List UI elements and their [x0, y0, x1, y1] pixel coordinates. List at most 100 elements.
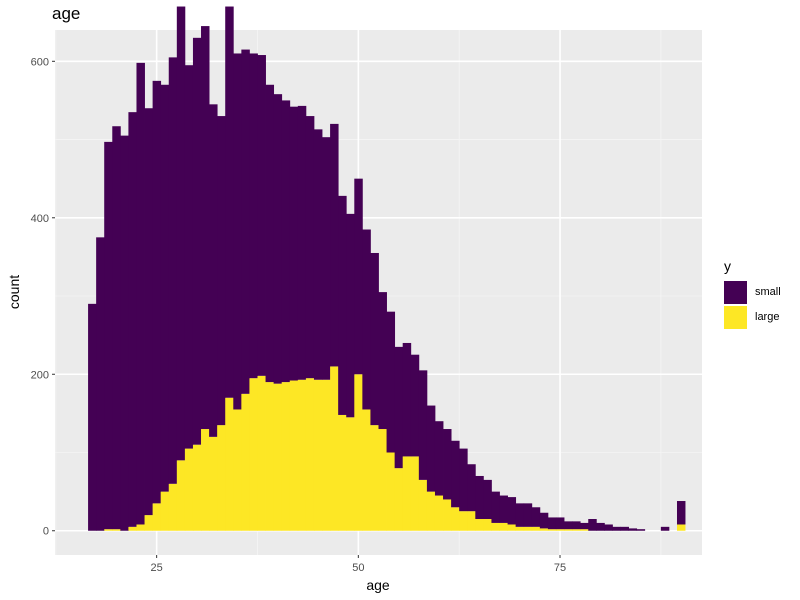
bar-large: [362, 409, 371, 531]
bar-small: [120, 135, 129, 531]
bar-small: [354, 178, 363, 375]
bar-small: [281, 100, 291, 383]
bar-small: [192, 37, 202, 445]
bar-small: [313, 129, 323, 380]
legend-swatch-large: [724, 305, 747, 329]
bar-small: [305, 116, 315, 379]
y-tick-label: 200: [31, 369, 49, 381]
bar-small: [136, 62, 145, 525]
bar-small: [418, 370, 428, 480]
bar-large: [386, 452, 396, 531]
bar-small: [507, 497, 517, 525]
bar-large: [370, 425, 379, 531]
legend-label-small: small: [755, 286, 781, 298]
bar-small: [257, 55, 266, 376]
bar-large: [225, 397, 234, 531]
bar-large: [410, 456, 420, 531]
bar-large: [338, 414, 347, 531]
bar-large: [572, 529, 581, 531]
bar-large: [346, 417, 355, 531]
bar-small: [451, 440, 460, 508]
bar-large: [499, 522, 508, 531]
bar-large: [418, 479, 428, 531]
bar-small: [547, 517, 557, 530]
bar-large: [289, 380, 299, 531]
bar-small: [523, 503, 533, 527]
bar-large: [104, 529, 113, 531]
bars-layer: [88, 6, 686, 531]
bar-small: [531, 507, 541, 527]
bar-small: [580, 522, 589, 530]
bar-large: [233, 409, 242, 531]
legend-swatch-small: [724, 280, 747, 304]
bar-small: [467, 464, 476, 512]
bar-small: [112, 126, 121, 530]
bar-large: [434, 495, 444, 531]
bar-small: [491, 491, 500, 523]
bar-large: [160, 491, 170, 531]
x-axis: 25 50 75: [151, 555, 566, 574]
y-tick-label: 0: [43, 526, 49, 538]
bar-large: [531, 526, 541, 531]
bar-small: [515, 503, 525, 527]
bar-large: [281, 382, 291, 531]
bar-large: [467, 511, 476, 531]
bar-small: [160, 84, 170, 492]
bar-large: [144, 515, 154, 531]
bar-large: [249, 378, 258, 531]
bar-small: [370, 252, 379, 426]
legend-item-small: small: [724, 280, 781, 304]
bar-small: [201, 26, 210, 430]
bar-small: [572, 521, 581, 530]
bar-small: [273, 94, 283, 384]
bar-small: [426, 405, 436, 492]
bar-small: [443, 429, 452, 500]
bar-small: [499, 495, 508, 523]
bar-small: [555, 517, 565, 530]
bar-large: [426, 491, 436, 531]
bar-small: [88, 303, 97, 531]
bar-small: [96, 237, 105, 531]
bar-large: [378, 429, 387, 531]
bar-small: [322, 137, 331, 380]
bar-large: [112, 529, 121, 531]
bar-large: [539, 528, 549, 531]
bar-small: [152, 80, 162, 504]
bar-large: [676, 524, 686, 531]
bar-small: [628, 528, 638, 531]
bar-large: [257, 375, 266, 531]
bar-large: [515, 526, 525, 531]
bar-small: [184, 65, 194, 449]
bar-small: [564, 521, 573, 530]
bar-large: [564, 529, 573, 531]
bar-large: [168, 483, 178, 531]
bar-large: [192, 444, 202, 531]
bar-small: [209, 104, 218, 437]
legend-title: y: [724, 258, 731, 274]
bar-large: [483, 519, 492, 531]
bar-small: [330, 123, 339, 367]
bar-large: [322, 379, 331, 531]
bar-large: [580, 529, 589, 531]
bar-small: [434, 421, 444, 496]
bar-large: [128, 526, 137, 531]
bar-small: [249, 53, 258, 379]
x-tick-label: 50: [352, 562, 364, 574]
bar-small: [483, 479, 492, 520]
chart-title: age: [52, 4, 81, 23]
bar-small: [265, 84, 275, 383]
bar-large: [313, 379, 323, 531]
bar-large: [241, 393, 250, 531]
bar-small: [297, 105, 307, 380]
legend-label-large: large: [755, 311, 780, 323]
bar-large: [217, 425, 226, 531]
bar-large: [273, 383, 283, 531]
legend-item-large: large: [724, 305, 781, 329]
bar-large: [459, 511, 468, 531]
bar-large: [354, 374, 363, 531]
bar-small: [410, 354, 420, 457]
bar-small: [176, 6, 186, 461]
bar-small: [241, 49, 250, 394]
bar-large: [507, 524, 517, 531]
